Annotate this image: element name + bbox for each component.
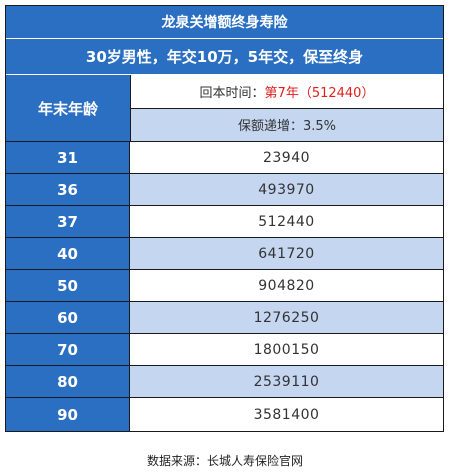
age-cell: 37: [6, 206, 130, 237]
value-cell-highlight: 512440: [258, 213, 315, 230]
age-column-header: 年末年龄: [6, 75, 131, 141]
value-cell: 3581400: [253, 406, 320, 423]
table-row: 90 3581400: [6, 398, 443, 431]
age-cell: 70: [6, 334, 130, 365]
value-cell: 493970: [130, 174, 443, 205]
table-row: 60 1276250: [6, 302, 443, 334]
age-cell: 80: [6, 366, 130, 397]
data-source-caption: 数据来源：长城人寿保险官网: [146, 454, 303, 468]
payback-value: 第7年（512440）: [264, 85, 375, 101]
table-subtitle: 30岁男性，年交10万，5年交，保至终身: [6, 39, 443, 75]
age-cell: 36: [6, 174, 130, 205]
value-cell: 1276250: [130, 302, 443, 333]
table-row: 36 493970: [6, 174, 443, 206]
table-row: 80 2539110: [6, 366, 443, 398]
age-cell: 40: [6, 238, 130, 269]
age-cell: 90: [6, 398, 130, 431]
table-row: 50 904820: [6, 270, 443, 302]
header-info: 回本时间： 第7年（512440） 保额递增：3.5%: [131, 75, 443, 141]
table-body: 31 23940 36 493970 37 512440 40 641720 5…: [6, 142, 443, 431]
table-row: 70 1800150: [6, 334, 443, 366]
table-row: 37 512440: [6, 206, 443, 238]
table-title: 龙泉关增额终身寿险: [6, 6, 443, 39]
age-cell: 50: [6, 270, 130, 301]
table-row: 40 641720: [6, 238, 443, 270]
age-cell: 60: [6, 302, 130, 333]
table-header: 年末年龄 回本时间： 第7年（512440） 保额递增：3.5%: [6, 75, 443, 142]
growth-info: 保额递增：3.5%: [131, 108, 443, 141]
value-cell: 2539110: [130, 366, 443, 397]
table-row: 31 23940: [6, 142, 443, 174]
value-cell: 1800150: [253, 341, 320, 358]
insurance-table: 龙泉关增额终身寿险 30岁男性，年交10万，5年交，保至终身 年末年龄 回本时间…: [5, 5, 444, 432]
value-cell: 904820: [258, 277, 315, 294]
age-cell: 31: [6, 142, 130, 173]
payback-label: 回本时间：: [199, 85, 265, 101]
value-cell: 641720: [130, 238, 443, 269]
value-cell: 23940: [262, 149, 311, 166]
payback-info: 回本时间： 第7年（512440）: [131, 75, 443, 109]
